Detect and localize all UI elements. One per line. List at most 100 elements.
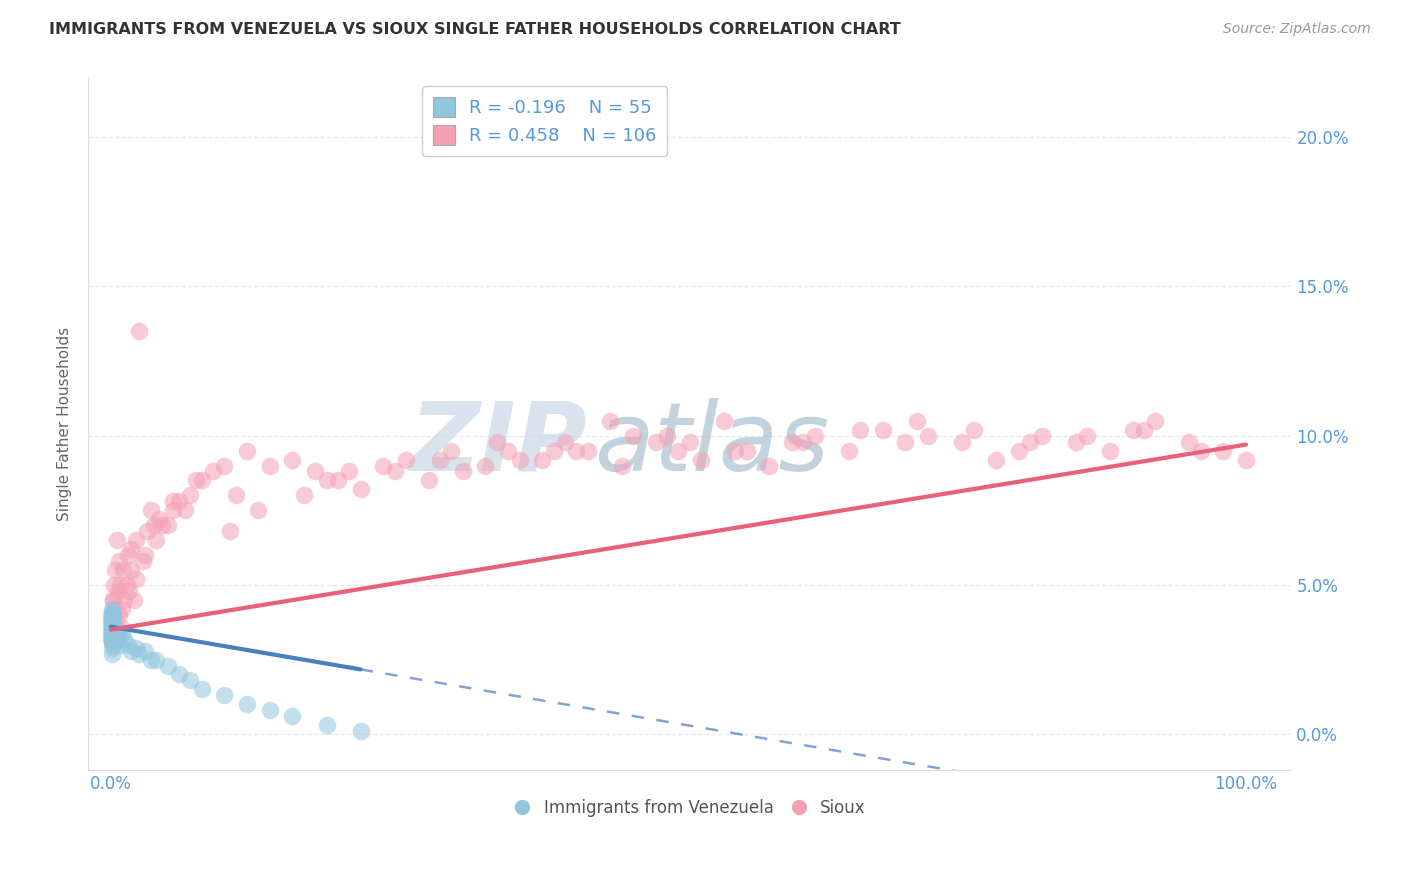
Point [236,698,259,712]
Point [610,458,633,473]
Y-axis label: Single Father Households: Single Father Households [58,326,72,521]
Point [690,452,713,467]
Point [474,458,496,473]
Point [100,634,122,648]
Point [101,592,124,607]
Point [543,443,565,458]
Point [905,414,928,428]
Point [167,494,190,508]
Point [838,443,860,458]
Point [131,554,153,568]
Point [384,465,406,479]
Point [713,414,735,428]
Point [101,623,124,637]
Point [101,623,124,637]
Point [103,625,125,640]
Point [780,434,803,449]
Point [103,602,125,616]
Point [1189,443,1212,458]
Text: IMMIGRANTS FROM VENEZUELA VS SIOUX SINGLE FATHER HOUSEHOLDS CORRELATION CHART: IMMIGRANTS FROM VENEZUELA VS SIOUX SINGL… [49,22,901,37]
Point [111,602,134,616]
Point [107,629,129,643]
Point [184,474,207,488]
Point [111,625,134,640]
Point [100,616,122,631]
Point [190,682,212,697]
Point [104,623,127,637]
Point [103,620,125,634]
Point [1019,434,1042,449]
Point [758,458,780,473]
Point [117,548,139,562]
Point [100,605,122,619]
Point [1098,443,1121,458]
Point [104,629,127,643]
Point [315,474,337,488]
Point [118,583,141,598]
Point [134,548,156,562]
Point [105,632,128,646]
Point [107,607,129,622]
Point [103,578,125,592]
Point [143,518,166,533]
Point [136,524,159,538]
Point [440,443,463,458]
Point [418,474,440,488]
Point [101,638,124,652]
Point [125,533,148,548]
Point [1031,428,1053,442]
Point [104,563,127,577]
Point [179,673,201,688]
Point [148,512,170,526]
Point [100,632,122,646]
Point [236,443,259,458]
Point [100,640,122,655]
Point [101,592,124,607]
Point [679,434,702,449]
Point [100,625,122,640]
Point [644,434,666,449]
Point [1234,452,1257,467]
Point [304,465,326,479]
Point [101,611,124,625]
Point [173,503,195,517]
Point [281,452,304,467]
Point [451,465,474,479]
Point [315,718,337,732]
Point [950,434,973,449]
Point [599,414,621,428]
Text: ZIP: ZIP [409,398,588,491]
Point [872,423,894,437]
Point [986,452,1008,467]
Point [792,434,814,449]
Point [509,452,531,467]
Point [100,611,122,625]
Point [1008,443,1031,458]
Point [122,592,145,607]
Point [139,652,162,666]
Legend: Immigrants from Venezuela, Sioux: Immigrants from Venezuela, Sioux [508,793,873,824]
Point [117,638,139,652]
Point [101,634,124,648]
Point [108,554,131,568]
Point [1144,414,1167,428]
Point [190,474,212,488]
Point [101,614,124,628]
Point [849,423,872,437]
Point [101,620,124,634]
Point [145,533,167,548]
Point [219,524,242,538]
Point [108,638,131,652]
Point [114,592,136,607]
Point [128,647,150,661]
Point [101,602,124,616]
Point [1076,428,1098,442]
Point [114,632,136,646]
Point [100,607,122,622]
Point [894,434,917,449]
Point [349,724,371,739]
Point [1133,423,1156,437]
Point [100,623,122,637]
Point [803,428,825,442]
Point [100,614,122,628]
